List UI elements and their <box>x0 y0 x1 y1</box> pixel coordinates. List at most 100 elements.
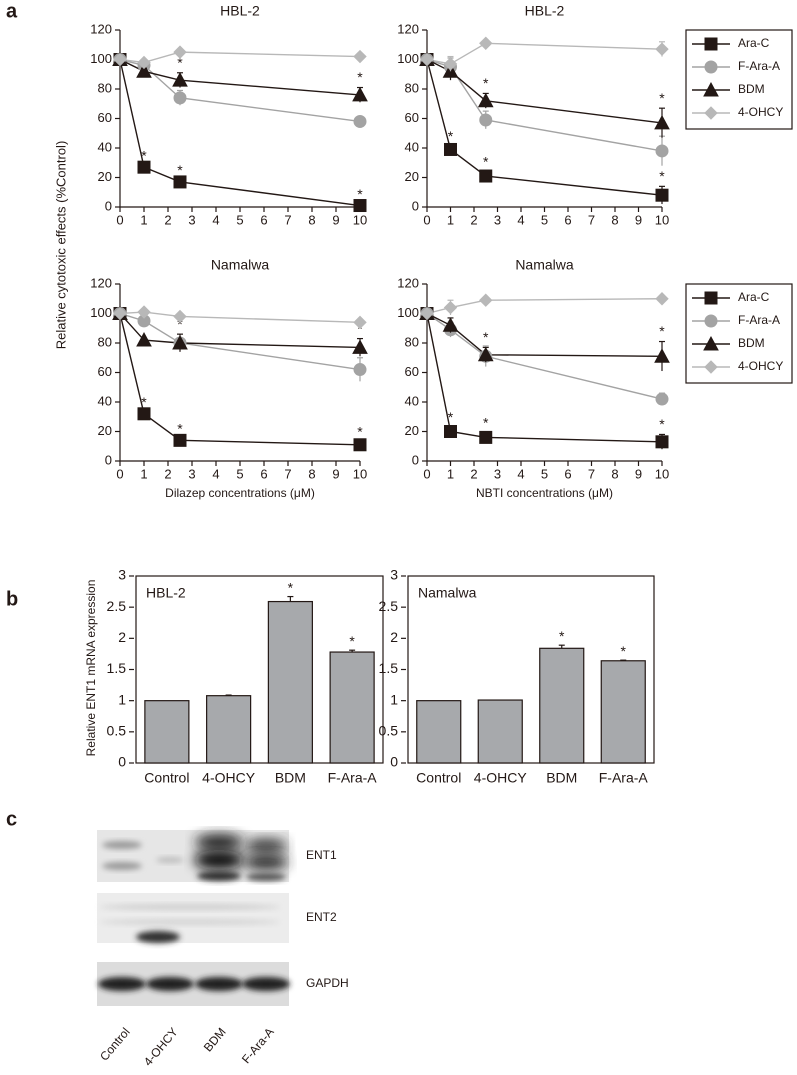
x-tick-label: 7 <box>588 212 595 227</box>
marker <box>442 317 459 332</box>
x-tick-label: 9 <box>635 466 642 481</box>
legend-marker <box>704 106 718 120</box>
y-tick-label: 0.5 <box>379 723 399 739</box>
x-tick-label: 10 <box>353 212 367 227</box>
y-tick-label: 1.5 <box>107 660 127 676</box>
lane-label: BDM <box>201 1025 229 1054</box>
significance: * <box>659 90 665 106</box>
x-tick-label: 5 <box>541 466 548 481</box>
significance: * <box>349 633 355 649</box>
y-tick-label: 120 <box>397 21 419 36</box>
y-tick-label: 3 <box>390 567 398 583</box>
x-tick-label: BDM <box>546 770 577 786</box>
marker <box>173 45 187 59</box>
series-line <box>426 58 663 124</box>
marker <box>655 292 669 306</box>
significance: * <box>483 329 489 345</box>
x-tick-label: 8 <box>611 466 618 481</box>
marker <box>443 57 458 71</box>
bar <box>206 695 252 764</box>
x-tick-label: 10 <box>353 466 367 481</box>
x-tick-label: 8 <box>308 466 315 481</box>
significance: * <box>448 409 454 425</box>
y-tick-label: 1 <box>118 691 126 707</box>
marker <box>137 160 151 174</box>
x-tick-label: 3 <box>494 466 501 481</box>
lane-label: 4-OHCY <box>141 1025 181 1069</box>
marker <box>136 331 152 347</box>
y-tick-label: 120 <box>397 275 419 290</box>
y-tick-label: 60 <box>98 364 112 379</box>
marker <box>444 142 457 156</box>
bar <box>329 651 375 764</box>
significance: * <box>357 186 363 202</box>
legend-marker <box>703 335 719 351</box>
marker <box>352 86 368 102</box>
plot-frame <box>135 575 384 764</box>
y-tick-label: 0 <box>118 754 126 770</box>
series-line <box>426 59 663 196</box>
band-label: GAPDH <box>306 976 349 990</box>
x-tick-label: 0 <box>116 466 123 481</box>
x-tick-label: 10 <box>655 466 669 481</box>
y-tick-label: 20 <box>98 423 112 438</box>
chart-title: Namalwa <box>211 257 270 273</box>
y-tick-label: 40 <box>405 139 419 154</box>
x-tick-label: 6 <box>260 466 267 481</box>
x-tick-label: 8 <box>611 212 618 227</box>
x-tick-label: 7 <box>588 466 595 481</box>
marker <box>444 425 457 438</box>
marker <box>479 36 493 50</box>
significance: * <box>177 421 183 437</box>
significance: * <box>483 415 489 431</box>
y-tick-label: 100 <box>90 51 112 66</box>
plot-frame <box>407 575 655 764</box>
bar <box>539 647 585 764</box>
y-tick-label: 80 <box>98 80 112 95</box>
legend-marker <box>704 60 718 74</box>
y-tick-label: 2 <box>390 629 398 645</box>
significance: * <box>621 643 627 659</box>
legend-marker <box>704 314 718 328</box>
marker <box>443 300 458 315</box>
legend-label: 4-OHCY <box>738 359 783 373</box>
significance: * <box>559 628 565 644</box>
series-line <box>119 58 361 96</box>
y-tick-label: 80 <box>405 80 419 95</box>
x-tick-label: 3 <box>188 466 195 481</box>
marker <box>479 113 493 127</box>
marker <box>137 407 151 421</box>
series-line <box>119 312 361 371</box>
series-line <box>426 312 663 400</box>
x-tick-label: 9 <box>332 466 339 481</box>
bar <box>416 700 462 764</box>
y-tick-label: 1 <box>390 691 398 707</box>
significance: * <box>448 128 454 144</box>
significance: * <box>357 424 363 440</box>
series-line <box>426 42 663 65</box>
y-tick-label: 20 <box>405 169 419 184</box>
panel-label: a <box>6 0 18 22</box>
marker <box>655 42 669 56</box>
x-tick-label: 1 <box>140 466 147 481</box>
x-tick-label: 2 <box>164 212 171 227</box>
x-tick-label: 2 <box>470 466 477 481</box>
x-tick-label: 8 <box>308 212 315 227</box>
y-tick-label: 0 <box>105 452 112 467</box>
bar <box>267 600 313 764</box>
y-tick-label: 40 <box>405 393 419 408</box>
bar <box>600 660 646 764</box>
series-line <box>119 313 361 349</box>
x-tick-label: 2 <box>164 466 171 481</box>
lane-label: F-Ara-A <box>239 1025 277 1066</box>
significance: * <box>177 54 183 70</box>
marker <box>113 306 127 321</box>
y-tick-label: 0 <box>105 198 112 213</box>
significance: * <box>177 162 183 178</box>
legend-label: BDM <box>738 82 765 96</box>
marker <box>172 72 188 87</box>
x-tick-label: 6 <box>564 212 571 227</box>
y-tick-label: 0.5 <box>107 723 127 739</box>
band-label: ENT1 <box>306 848 337 862</box>
panel-label: b <box>6 588 18 610</box>
